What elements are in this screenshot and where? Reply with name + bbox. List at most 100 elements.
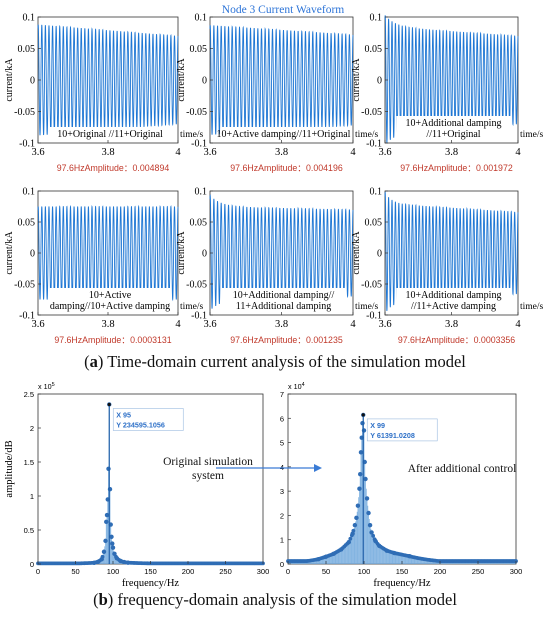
spectrum-point [118, 558, 123, 564]
peak-datatip: X 99Y 61391.0208 [366, 418, 438, 442]
time-chart-a4: -0.1 -0.05 0 0.05 0.1 3.6 3.8 4 current/kA time/s… [4, 187, 204, 346]
spectrum-point [109, 534, 114, 539]
y-tick-label: -0.1 [19, 311, 35, 322]
spectrum-point [358, 471, 363, 477]
x-tick-label: 4 [175, 147, 181, 158]
condition-label-bg [49, 288, 171, 312]
y-tick-label: 0.05 [365, 44, 383, 55]
y-tick-label: 0 [202, 76, 207, 87]
spectrum-point [367, 522, 373, 528]
x-tick-label: 150 [144, 567, 157, 576]
spectrum-point [99, 557, 104, 562]
condition-label: 11+Additional damping [236, 301, 332, 312]
time-chart-a6: -0.1 -0.05 0 0.05 0.1 3.6 3.8 4 current/kA time/s… [351, 187, 544, 346]
y-tick-label: 0.05 [18, 44, 36, 55]
x-tick-label: 50 [322, 567, 330, 576]
x-tick-label: 4 [350, 147, 356, 158]
x-axis-label: time/s [355, 130, 379, 140]
y-tick-label: -0.1 [366, 311, 382, 322]
x-tick-label: 250 [472, 567, 485, 576]
x-tick-label: 3.6 [378, 147, 391, 158]
condition-label: //11+Original [426, 129, 480, 140]
spectrum-point [363, 476, 368, 482]
x-tick-label: 150 [396, 567, 409, 576]
y-tick-label: 1 [30, 492, 34, 501]
condition-label-bg [222, 127, 345, 140]
peak-point [361, 413, 365, 417]
spectrum-point [360, 420, 365, 426]
spectrum-point [95, 559, 101, 565]
y-tick-label: 0 [377, 76, 382, 87]
x-tick-label: 4 [515, 319, 521, 330]
x-tick-label: 50 [71, 567, 79, 576]
y-axis-label: current/kA [176, 58, 187, 102]
spectrum-point [104, 512, 110, 518]
y-tick-label: 6 [280, 414, 284, 423]
datatip-y: Y 234595.1056 [116, 420, 165, 429]
x-tick-label: 3.8 [101, 147, 114, 158]
y-exponent: x 104 [288, 382, 305, 391]
freq-chart-b2: X 99Y 61391.0208 0 1 2 3 4 5 6 7 0 50 100 150 200 250 3… [280, 382, 522, 589]
y-tick-label: 0.05 [18, 218, 36, 229]
y-tick-label: -0.1 [19, 139, 35, 150]
time-chart-a5: -0.1 -0.05 0 0.05 0.1 3.6 3.8 4 current/kA time/s… [176, 187, 379, 346]
condition-label: 10+Additional damping [406, 290, 502, 301]
caption-a-label: a [89, 352, 98, 371]
spectrum-point [366, 510, 371, 516]
annotation-left-line2: system [192, 470, 224, 482]
x-tick-label: 250 [219, 567, 232, 576]
y-tick-label: 4 [280, 463, 284, 472]
datatip-box [366, 418, 438, 442]
y-tick-label: -0.1 [366, 139, 382, 150]
spectrum-point [377, 543, 382, 548]
y-tick-label: 0.1 [195, 187, 208, 198]
spectrum-point [384, 548, 389, 553]
y-tick-label: -0.05 [186, 280, 207, 291]
condition-label: //11+Active damping [411, 301, 496, 312]
spectrum-point [125, 560, 131, 565]
spectrum-point [392, 550, 397, 556]
amplitude-readout: 97.6HzAmplitude：0.004196 [230, 163, 343, 173]
figure-title: Node 3 Current Waveform [222, 4, 345, 16]
y-exponent: x 105 [38, 382, 55, 391]
spectrum-point [110, 541, 115, 546]
spectrum-point [357, 486, 362, 491]
x-tick-label: 3.8 [445, 147, 458, 158]
spectrum-point [316, 556, 321, 562]
y-tick-label: 0.1 [23, 13, 36, 24]
spectrum-point [373, 538, 378, 544]
annotation-right: After additional control [408, 463, 517, 475]
y-axis-label: current/kA [176, 231, 187, 275]
x-tick-label: 3.6 [203, 319, 216, 330]
y-tick-label: -0.05 [14, 107, 35, 118]
y-axis-label: amplitude/dB [4, 440, 15, 497]
y-tick-label: 2 [280, 511, 284, 520]
spectrum-point [352, 522, 358, 528]
spectrum-point [106, 466, 111, 471]
annotation-left-line1: Original simulation [163, 456, 253, 468]
x-tick-label: 0 [286, 567, 290, 576]
time-chart-a2: -0.1 -0.05 0 0.05 0.1 3.6 3.8 4 current/kA time/s… [176, 13, 379, 174]
x-tick-label: 200 [182, 567, 195, 576]
y-tick-label: 2 [30, 424, 34, 433]
condition-label: 10+Active [89, 290, 132, 301]
y-tick-label: -0.05 [361, 280, 382, 291]
spectrum-point [339, 547, 344, 552]
y-tick-label: -0.05 [14, 280, 35, 291]
y-tick-label: 3 [280, 487, 284, 496]
x-tick-label: 3.6 [203, 147, 216, 158]
y-tick-label: 0.1 [23, 187, 36, 198]
y-tick-label: -0.1 [191, 139, 207, 150]
y-tick-label: 2.5 [24, 390, 34, 399]
y-tick-label: 0 [30, 249, 35, 260]
charts-layer: -0.1 -0.05 0 0.05 0.1 3.6 3.8 4 current/kA time/s… [4, 13, 544, 590]
x-tick-label: 300 [257, 567, 270, 576]
y-tick-label: 0 [30, 76, 35, 87]
y-tick-label: -0.05 [186, 107, 207, 118]
condition-label: 10+Additional damping [406, 118, 502, 129]
caption-b-label: b [98, 590, 108, 609]
amplitude-readout: 97.6HzAmplitude：0.001972 [400, 163, 513, 173]
y-tick-label: 0.1 [370, 13, 383, 24]
y-tick-label: 1 [280, 536, 284, 545]
